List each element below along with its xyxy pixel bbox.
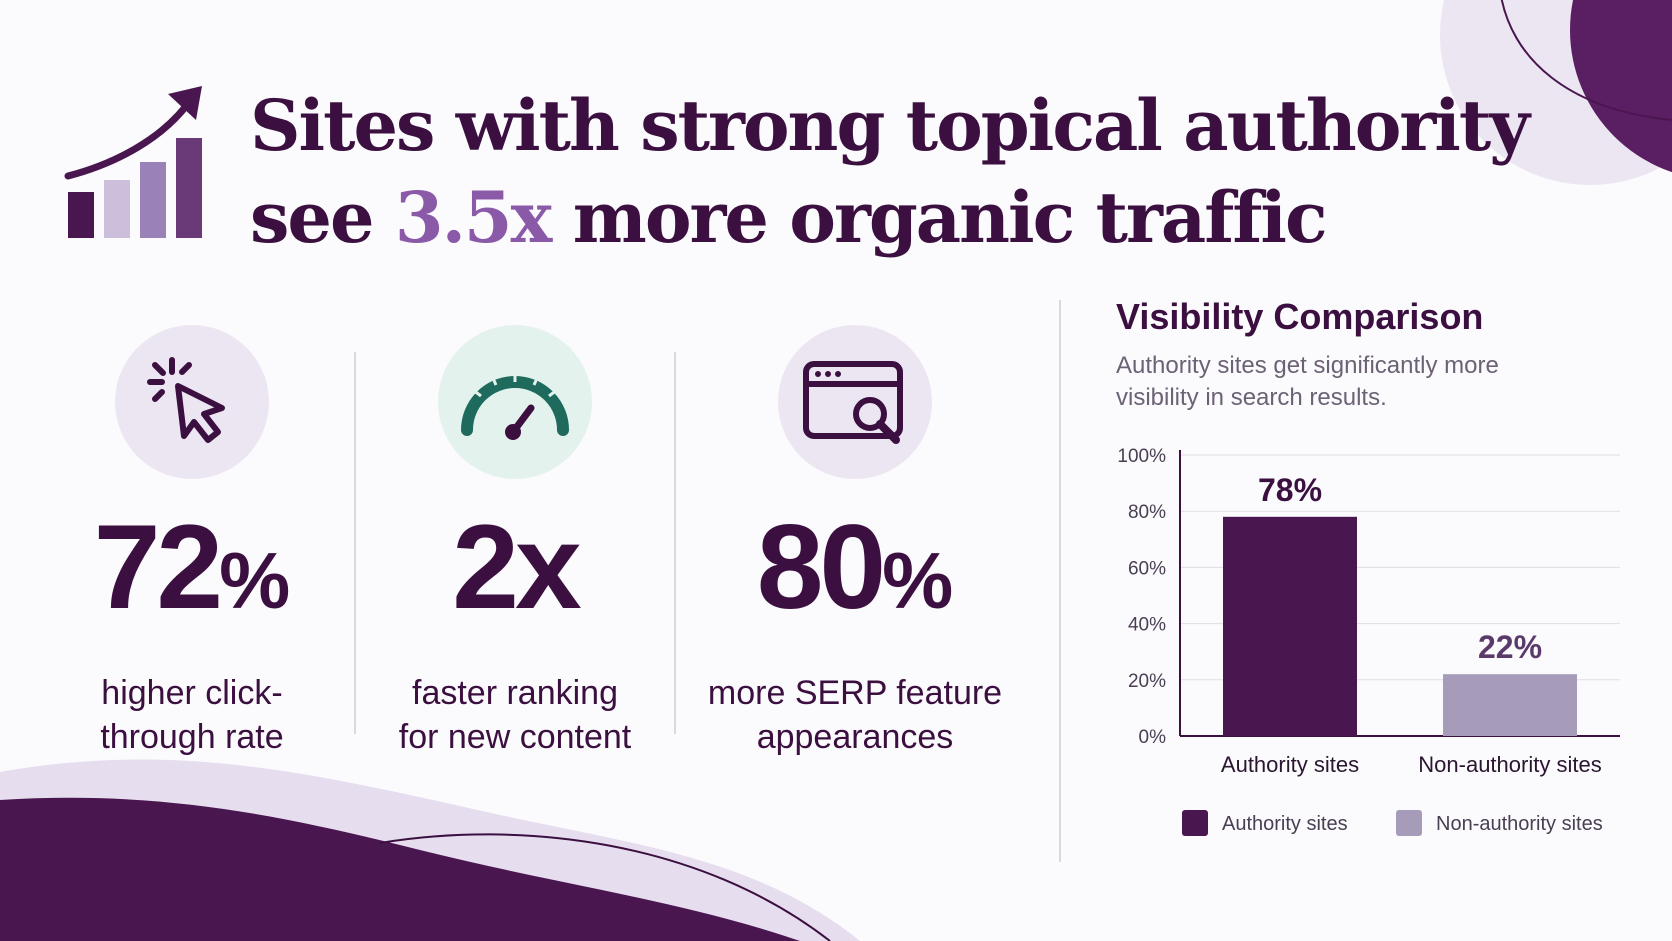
stat-number: 80 [756,500,886,634]
stat-icon-circle [115,325,269,479]
y-tick-label: 100% [1117,446,1166,467]
growth-bar-chart-icon [64,86,202,238]
chart-subtitle: Authority sites get significantly more v… [1116,352,1499,411]
cursor-click-icon [147,357,225,443]
stat-value: 2x [355,507,675,641]
stat-caption-line-2: appearances [756,718,954,756]
y-tick-label: 60% [1128,558,1166,579]
legend-label: Non-authority sites [1436,813,1603,835]
chart-title: Visibility Comparison [1116,296,1484,337]
x-tick-label: Non-authority sites [1418,752,1601,777]
headline-line-1: Sites with strong topical authority [250,84,1530,167]
headline-accent-multiplier: 3.5x [394,176,553,259]
legend-swatch [1396,810,1422,836]
headline-line-2: see 3.5x more organic traffic [250,172,1528,264]
y-tick-label: 40% [1128,615,1166,636]
stat-unit: % [219,536,291,625]
stat-unit: % [882,536,954,625]
stat-caption-line-2: for new content [398,718,632,756]
stat-card-ranking-speed: 2x faster ranking for new content [355,325,675,759]
corner-curve [1500,0,1672,121]
wave-dark [0,797,800,941]
stat-caption: more SERP feature appearances [695,671,1015,759]
y-tick-label: 20% [1128,671,1166,692]
headline: Sites with strong topical authority see … [250,80,1530,264]
speedometer-icon [461,372,569,440]
stat-icon-circle [438,325,592,479]
chart-section-divider [1059,300,1061,862]
bar-data-label: 22% [1478,629,1542,665]
stat-icon-circle [778,325,932,479]
stat-number: 2x [452,500,581,634]
y-tick-label: 0% [1139,727,1167,748]
stat-number: 72 [93,500,223,634]
stat-caption: faster ranking for new content [355,671,675,759]
x-tick-label: Authority sites [1221,752,1359,777]
stat-caption-line-1: more SERP feature [707,674,1003,712]
stat-value: 72% [32,507,352,641]
stat-card-serp-features: 80% more SERP feature appearances [695,325,1015,759]
browser-search-icon [803,361,903,444]
corner-circle-dark [1570,0,1672,173]
stat-caption-line-2: through rate [100,718,284,756]
stat-caption-line-1: higher click- [101,674,283,712]
headline-line-2-start: see [250,176,395,259]
y-tick-label: 80% [1128,502,1166,523]
bar [1443,674,1577,736]
stat-card-click-through: 72% higher click- through rate [32,325,352,759]
bar-data-label: 78% [1258,472,1322,508]
stat-caption: higher click- through rate [32,671,352,759]
stat-value: 80% [695,507,1015,641]
wave-curve [379,833,831,941]
bar [1223,516,1357,736]
stat-caption-line-1: faster ranking [412,674,618,712]
headline-line-2-end: more organic traffic [550,176,1328,259]
legend-label: Authority sites [1222,813,1348,835]
stat-divider [674,352,676,734]
legend-swatch [1182,810,1208,836]
visibility-bar-chart: 0% 20% 40% 60% 80% 100% 78% Authority sites 22% N… [1117,446,1620,836]
stat-divider [354,352,356,734]
